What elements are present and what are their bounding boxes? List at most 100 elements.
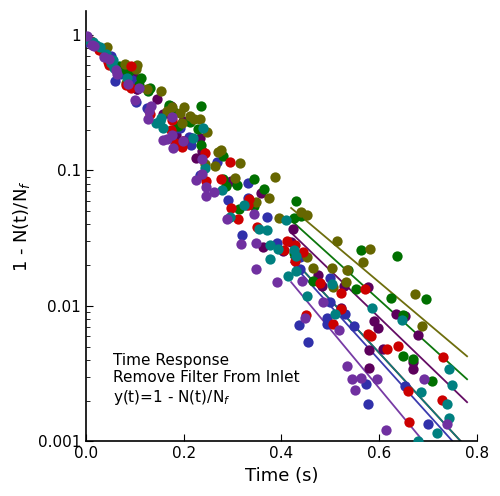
- Point: [144, 115, 152, 123]
- Point: [341, 310, 349, 318]
- Point: [127, 84, 135, 92]
- Point: [122, 79, 130, 87]
- Point: [158, 124, 166, 132]
- Point: [283, 237, 291, 245]
- Point: [294, 321, 302, 329]
- Point: [115, 62, 123, 70]
- Point: [273, 239, 281, 247]
- Point: [107, 52, 115, 60]
- Point: [100, 50, 108, 58]
- Point: [201, 160, 209, 168]
- Point: [428, 376, 436, 384]
- Point: [366, 365, 374, 372]
- Point: [142, 104, 150, 112]
- Point: [280, 246, 288, 253]
- Point: [174, 122, 182, 130]
- Point: [424, 420, 432, 428]
- Point: [440, 466, 448, 474]
- Point: [420, 375, 428, 383]
- Point: [244, 194, 252, 202]
- Point: [357, 374, 365, 382]
- Point: [122, 65, 130, 73]
- Point: [290, 247, 298, 254]
- Point: [334, 237, 342, 245]
- Point: [167, 126, 175, 134]
- Point: [178, 119, 186, 127]
- Point: [392, 251, 400, 259]
- X-axis label: Time (s): Time (s): [244, 467, 318, 485]
- Point: [274, 246, 282, 253]
- Point: [352, 285, 360, 293]
- Point: [158, 115, 166, 123]
- Point: [238, 240, 246, 248]
- Point: [196, 116, 204, 124]
- Point: [112, 66, 120, 74]
- Point: [272, 278, 280, 286]
- Point: [366, 332, 374, 340]
- Point: [409, 365, 417, 373]
- Point: [361, 285, 369, 293]
- Point: [192, 154, 200, 162]
- Point: [444, 420, 452, 428]
- Point: [250, 175, 258, 183]
- Point: [263, 213, 271, 221]
- Point: [214, 148, 222, 156]
- Point: [218, 186, 226, 193]
- Point: [300, 314, 308, 322]
- Point: [414, 437, 422, 445]
- Point: [291, 241, 299, 248]
- Point: [130, 73, 138, 81]
- Point: [329, 320, 337, 328]
- Point: [82, 35, 90, 43]
- Point: [176, 110, 184, 118]
- Point: [382, 426, 390, 434]
- Point: [198, 170, 206, 178]
- Point: [387, 294, 395, 302]
- Text: Time Response
Remove Filter From Inlet
y(t)=1 - N(t)/N$_f$: Time Response Remove Filter From Inlet y…: [114, 353, 300, 407]
- Point: [131, 96, 139, 104]
- Point: [168, 104, 176, 112]
- Point: [299, 248, 307, 255]
- Point: [228, 178, 235, 186]
- Point: [172, 124, 180, 132]
- Point: [99, 47, 107, 55]
- Point: [120, 65, 128, 73]
- Point: [185, 133, 193, 141]
- Point: [340, 282, 347, 290]
- Point: [95, 46, 103, 54]
- Point: [198, 147, 205, 155]
- Point: [434, 443, 442, 451]
- Point: [308, 277, 316, 285]
- Point: [198, 155, 206, 163]
- Point: [226, 213, 234, 221]
- Point: [292, 267, 300, 275]
- Point: [245, 195, 253, 203]
- Point: [398, 316, 406, 324]
- Point: [136, 74, 144, 82]
- Point: [266, 255, 274, 263]
- Point: [331, 310, 339, 318]
- Point: [380, 345, 388, 353]
- Point: [436, 472, 444, 480]
- Point: [202, 128, 210, 136]
- Point: [200, 149, 208, 157]
- Point: [326, 299, 334, 307]
- Point: [292, 252, 300, 260]
- Point: [271, 173, 279, 181]
- Point: [179, 137, 187, 145]
- Point: [176, 124, 184, 132]
- Point: [168, 112, 175, 120]
- Point: [164, 101, 172, 109]
- Point: [404, 387, 412, 395]
- Point: [302, 252, 310, 260]
- Point: [252, 265, 260, 273]
- Point: [244, 179, 252, 187]
- Point: [342, 266, 350, 274]
- Point: [127, 62, 135, 70]
- Point: [252, 198, 260, 206]
- Point: [88, 41, 96, 49]
- Point: [338, 289, 345, 297]
- Point: [224, 215, 232, 223]
- Point: [266, 241, 274, 248]
- Point: [128, 74, 136, 82]
